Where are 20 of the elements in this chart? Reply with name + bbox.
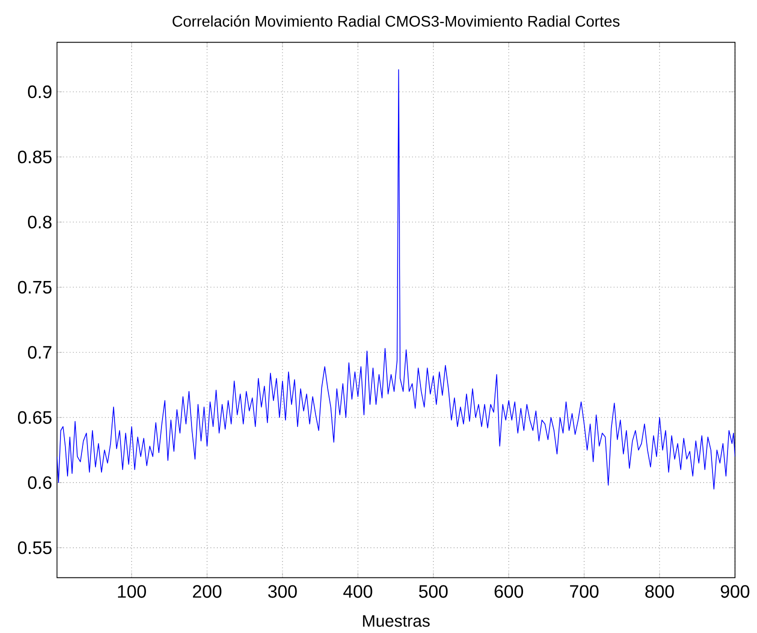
y-tick-label: 0.85	[18, 150, 52, 164]
x-tick-label: 600	[494, 585, 524, 598]
x-tick-label: 800	[645, 585, 674, 598]
x-axis-title: Muestras	[363, 615, 430, 627]
x-tick-label: 100	[118, 585, 146, 598]
line-series	[57, 69, 736, 490]
y-tick-label: 0.9	[28, 85, 52, 98]
x-tick-label: 900	[720, 585, 750, 598]
chart-title: Correlación Movimiento Radial CMOS3-Movimiento Radial Cortes	[172, 15, 620, 27]
y-tick-label: 0.55	[18, 541, 52, 554]
y-tick-label: 0.65	[18, 411, 52, 424]
x-tick-label: 700	[570, 585, 598, 598]
y-tick-label: 0.7	[28, 346, 52, 359]
y-tick-label: 0.6	[28, 476, 52, 489]
x-tick-label: 400	[343, 585, 372, 598]
y-tick-label: 0.75	[18, 280, 52, 294]
x-tick-label: 300	[268, 585, 297, 598]
y-tick-label: 0.8	[28, 216, 52, 228]
x-tick-label: 200	[192, 585, 222, 598]
x-tick-label: 500	[419, 585, 448, 598]
